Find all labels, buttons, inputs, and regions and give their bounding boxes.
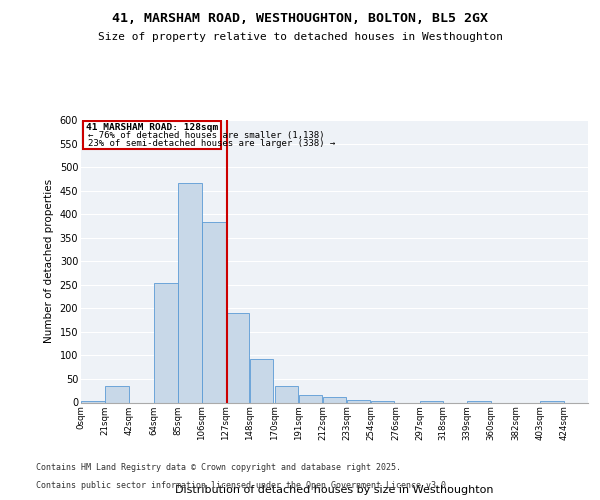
Bar	[178, 183, 202, 402]
Bar	[323, 398, 346, 402]
Text: ← 76% of detached houses are smaller (1,138): ← 76% of detached houses are smaller (1,…	[88, 132, 325, 140]
Text: Size of property relative to detached houses in Westhoughton: Size of property relative to detached ho…	[97, 32, 503, 42]
Bar	[299, 396, 322, 402]
Bar	[541, 400, 564, 402]
Bar	[275, 386, 298, 402]
Text: Contains public sector information licensed under the Open Government Licence v3: Contains public sector information licen…	[36, 481, 451, 490]
Bar	[81, 400, 105, 402]
Bar	[105, 386, 128, 402]
Bar	[226, 312, 250, 402]
Bar	[467, 401, 491, 402]
Bar	[419, 400, 443, 402]
Y-axis label: Number of detached properties: Number of detached properties	[44, 179, 54, 344]
Bar	[250, 358, 274, 403]
Bar	[154, 283, 178, 403]
Text: 23% of semi-detached houses are larger (338) →: 23% of semi-detached houses are larger (…	[88, 139, 335, 148]
X-axis label: Distribution of detached houses by size in Westhoughton: Distribution of detached houses by size …	[175, 484, 494, 494]
Bar	[347, 400, 370, 402]
Text: Contains HM Land Registry data © Crown copyright and database right 2025.: Contains HM Land Registry data © Crown c…	[36, 464, 401, 472]
Bar	[371, 401, 394, 402]
Text: 41 MARSHAM ROAD: 128sqm: 41 MARSHAM ROAD: 128sqm	[86, 124, 218, 132]
Text: 41, MARSHAM ROAD, WESTHOUGHTON, BOLTON, BL5 2GX: 41, MARSHAM ROAD, WESTHOUGHTON, BOLTON, …	[112, 12, 488, 26]
Bar	[83, 121, 221, 149]
Bar	[202, 222, 226, 402]
